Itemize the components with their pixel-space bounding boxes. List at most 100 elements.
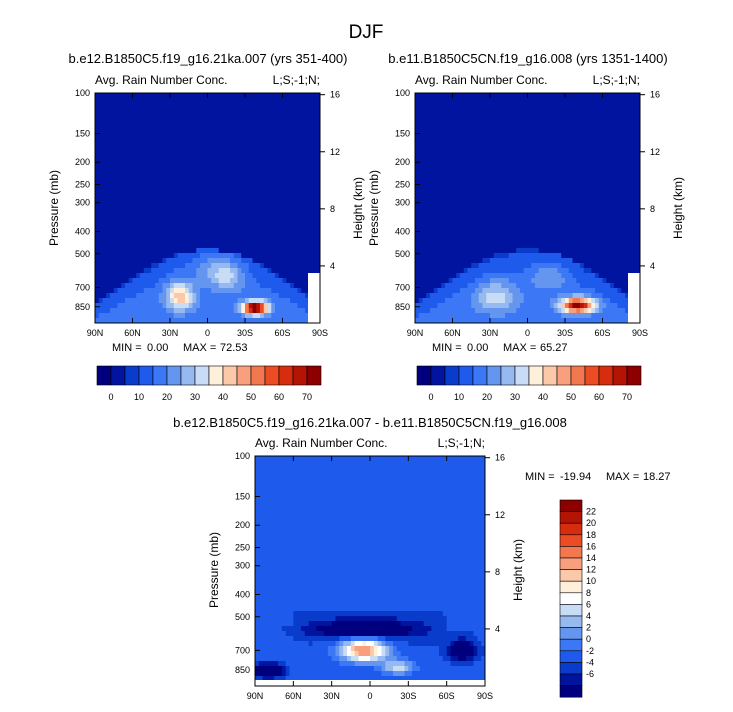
heatmap-cell <box>486 258 491 264</box>
heatmap-cell <box>475 108 480 114</box>
heatmap-cell <box>617 123 622 129</box>
heatmap-cell <box>271 123 276 129</box>
heatmap-cell <box>177 163 182 169</box>
heatmap-cell <box>587 118 592 124</box>
heatmap-cell <box>181 313 186 319</box>
heatmap-cell <box>542 233 547 239</box>
heatmap-cell <box>282 153 287 159</box>
heatmap-cell <box>542 253 547 259</box>
heatmap-cell <box>237 113 242 119</box>
heatmap-cell <box>170 93 175 99</box>
heatmap-cell <box>448 253 454 259</box>
heatmap-cell <box>301 138 306 144</box>
heatmap-cell <box>162 168 167 174</box>
heatmap-cell <box>211 243 216 249</box>
heatmap-cell <box>125 193 130 199</box>
heatmap-cell <box>282 298 287 304</box>
heatmap-cell <box>136 198 141 204</box>
heatmap-cell <box>628 248 634 254</box>
heatmap-cell <box>430 118 435 124</box>
heatmap-cell <box>422 238 427 244</box>
heatmap-cell <box>565 213 570 219</box>
heatmap-cell <box>565 118 570 124</box>
heatmap-cell <box>293 273 299 279</box>
heatmap-cell <box>158 163 164 169</box>
heatmap-cell <box>290 118 295 124</box>
heatmap-cell <box>248 238 254 244</box>
heatmap-cell <box>312 183 317 189</box>
heatmap-cell <box>478 193 484 199</box>
heatmap-cell <box>128 308 134 314</box>
heatmap-cell <box>636 228 640 234</box>
heatmap-cell <box>117 158 122 164</box>
heatmap-cell <box>550 253 555 259</box>
heatmap-cell <box>568 228 574 234</box>
heatmap-cell <box>591 198 596 204</box>
heatmap-cell <box>278 203 284 209</box>
heatmap-cell <box>550 168 555 174</box>
heatmap-cell <box>460 238 465 244</box>
heatmap-cell <box>252 198 257 204</box>
heatmap-cell <box>117 123 122 129</box>
heatmap-cell <box>625 108 630 114</box>
heatmap-cell <box>415 133 420 139</box>
heatmap-cell <box>542 148 547 154</box>
heatmap-cell <box>278 173 284 179</box>
heatmap-cell <box>418 103 424 109</box>
heatmap-cell <box>117 133 122 139</box>
heatmap-cell <box>140 193 145 199</box>
heatmap-cell <box>415 233 420 239</box>
heatmap-cell <box>636 103 640 109</box>
heatmap-cell <box>538 118 544 124</box>
heatmap-cell <box>463 263 469 269</box>
heatmap-cell <box>527 268 532 274</box>
heatmap-cell <box>147 173 152 179</box>
heatmap-cell <box>136 298 141 304</box>
heatmap-cell <box>260 133 265 139</box>
heatmap-cell <box>445 228 450 234</box>
heatmap-cell <box>535 118 540 124</box>
heatmap-cell <box>475 253 480 259</box>
heatmap-cell <box>207 238 212 244</box>
heatmap-cell <box>490 223 495 229</box>
heatmap-cell <box>110 263 115 269</box>
heatmap-cell <box>527 158 532 164</box>
heatmap-cell <box>143 268 149 274</box>
heatmap-cell <box>237 93 242 99</box>
heatmap-cell <box>471 133 476 139</box>
heatmap-cell <box>587 228 592 234</box>
heatmap-cell <box>613 123 619 129</box>
heatmap-cell <box>248 288 254 294</box>
heatmap-cell <box>471 158 476 164</box>
heatmap-cell <box>475 183 480 189</box>
heatmap-cell <box>147 118 152 124</box>
heatmap-cell <box>508 198 514 204</box>
heatmap-cell <box>531 133 536 139</box>
heatmap-cell <box>441 138 446 144</box>
heatmap-cell <box>598 183 604 189</box>
heatmap-cell <box>282 158 287 164</box>
heatmap-cell <box>200 208 205 214</box>
heatmap-cell <box>215 183 220 189</box>
heatmap-cell <box>613 263 619 269</box>
heatmap-cell <box>218 263 224 269</box>
heatmap-cell <box>301 183 306 189</box>
heatmap-cell <box>155 278 160 284</box>
heatmap-cell <box>263 278 269 284</box>
heatmap-cell <box>632 183 637 189</box>
heatmap-cell <box>505 163 510 169</box>
heatmap-cell <box>196 98 201 104</box>
heatmap-cell <box>595 173 600 179</box>
heatmap-cell <box>260 138 265 144</box>
heatmap-cell <box>508 188 514 194</box>
heatmap-cell <box>463 118 469 124</box>
heatmap-cell <box>508 223 514 229</box>
heatmap-cell <box>181 288 186 294</box>
heatmap-cell <box>415 238 420 244</box>
heatmap-cell <box>98 93 104 99</box>
heatmap-cell <box>430 113 435 119</box>
heatmap-cell <box>418 193 424 199</box>
heatmap-cell <box>95 118 100 124</box>
heatmap-cell <box>475 188 480 194</box>
heatmap-cell <box>493 118 499 124</box>
